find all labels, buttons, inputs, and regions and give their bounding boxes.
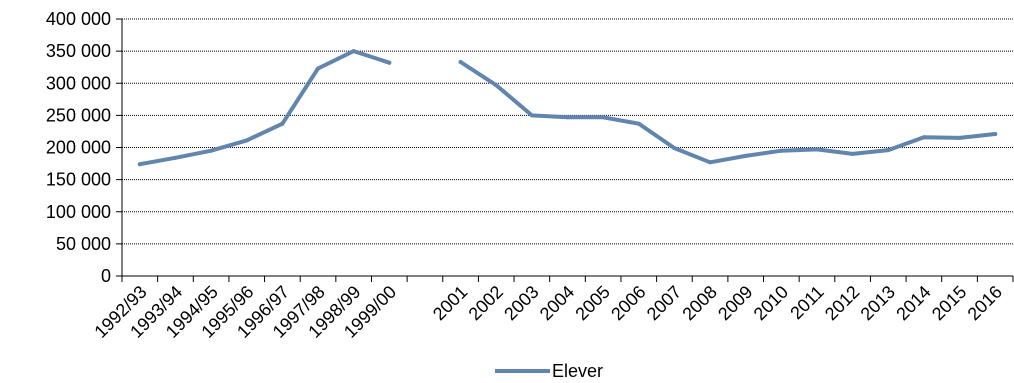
legend-label-elever: Elever [552, 361, 603, 381]
x-tick-label: 2013 [857, 282, 899, 324]
data-point [209, 148, 214, 153]
data-point [672, 146, 677, 151]
series-line-elever [137, 49, 392, 167]
x-tick-label: 2008 [678, 282, 720, 324]
series-lines [137, 49, 998, 167]
x-tick-label: 2006 [607, 282, 649, 324]
y-tick-label: 350 000 [46, 41, 111, 61]
x-tick-label: 2007 [643, 282, 685, 324]
data-point [921, 135, 926, 140]
x-tick-label: 2014 [892, 282, 934, 324]
x-tick-label: 2004 [536, 282, 578, 324]
x-tick-label: 2009 [714, 282, 756, 324]
data-point [173, 155, 178, 160]
data-point [565, 115, 570, 120]
y-tick-label: 0 [101, 266, 111, 286]
x-tick-label: 2005 [572, 282, 614, 324]
data-point [316, 66, 320, 71]
data-point [957, 135, 962, 140]
data-point [458, 60, 463, 64]
gridlines [122, 18, 1013, 245]
data-point [601, 115, 606, 120]
data-point [779, 148, 784, 153]
y-tick-label: 50 000 [56, 234, 111, 254]
data-point [280, 121, 285, 126]
x-tick-label: 2015 [928, 282, 970, 324]
y-tick-label: 300 000 [46, 73, 111, 93]
x-tick-label: 2012 [821, 282, 863, 324]
data-point [494, 83, 499, 88]
data-point [137, 162, 142, 167]
y-tick-label: 400 000 [46, 9, 111, 29]
y-tick-label: 250 000 [46, 105, 111, 125]
y-tick-label: 100 000 [46, 202, 111, 222]
x-tick-label: 2016 [964, 282, 1006, 324]
x-tick-label: 2002 [465, 282, 507, 324]
x-tick-label: 2001 [429, 282, 471, 324]
x-tick-label: 2011 [786, 282, 828, 324]
data-point [244, 138, 249, 143]
y-tick-label: 150 000 [46, 170, 111, 190]
series-line-elever [458, 60, 998, 165]
data-point [850, 151, 855, 156]
data-point [636, 121, 641, 126]
data-point [886, 148, 891, 153]
data-point [708, 160, 713, 165]
y-tick-label: 200 000 [46, 138, 111, 158]
data-point [387, 60, 392, 65]
data-point [351, 49, 356, 54]
data-point [993, 132, 998, 136]
data-point [743, 153, 748, 158]
y-axis-ticks: 0 50 000 100 000 150 000 200 000 250 000 300 0… [46, 9, 122, 286]
x-tick-label: 2010 [750, 282, 792, 324]
x-tick-label: 2003 [500, 282, 542, 324]
data-point [529, 113, 534, 118]
data-point [815, 147, 819, 152]
legend: Elever [495, 361, 603, 381]
x-axis-ticks: 1992/931993/941994/951995/961996/971997/… [90, 276, 1014, 342]
